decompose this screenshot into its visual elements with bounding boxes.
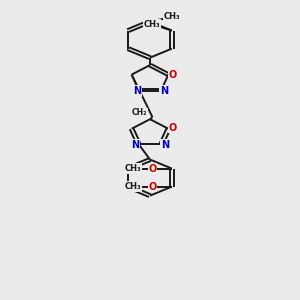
Text: CH₃: CH₃ <box>124 164 141 173</box>
Text: N: N <box>161 140 169 150</box>
Text: O: O <box>148 182 157 192</box>
Text: N: N <box>131 140 139 150</box>
Text: O: O <box>169 70 177 80</box>
Text: N: N <box>133 86 141 96</box>
Text: CH₃: CH₃ <box>124 182 141 191</box>
Text: CH₃: CH₃ <box>164 12 180 21</box>
Text: CH₃: CH₃ <box>144 20 160 29</box>
Text: CH₂: CH₂ <box>132 108 147 117</box>
Text: O: O <box>148 164 157 174</box>
Text: O: O <box>169 123 177 133</box>
Text: N: N <box>160 86 168 96</box>
